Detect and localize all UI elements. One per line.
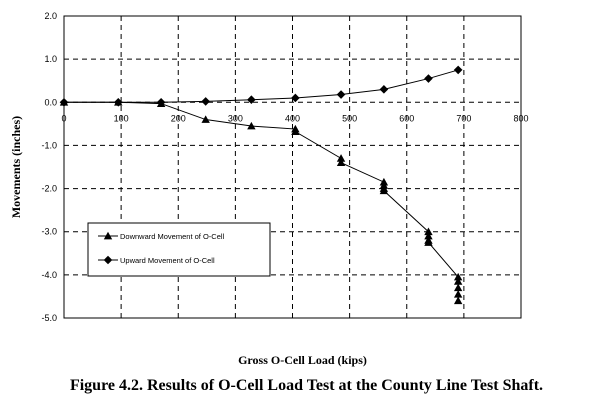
data-point-diamond bbox=[379, 85, 389, 94]
x-axis-title: Gross O-Cell Load (kips) bbox=[238, 353, 367, 367]
legend-triangle-icon bbox=[103, 231, 113, 240]
data-point-triangle bbox=[247, 121, 256, 130]
data-point-triangle bbox=[424, 227, 433, 236]
data-point-diamond bbox=[247, 95, 256, 104]
y-tick-label: 1.0 bbox=[44, 54, 57, 64]
legend-box bbox=[87, 222, 271, 277]
data-point-triangle bbox=[453, 283, 463, 292]
legend-diamond-icon bbox=[103, 255, 113, 265]
series-layer bbox=[59, 65, 463, 305]
data-point-diamond bbox=[156, 97, 166, 107]
data-point-diamond bbox=[291, 93, 300, 103]
data-point-diamond bbox=[424, 74, 433, 83]
x-tick-label: 400 bbox=[285, 113, 300, 123]
data-point-triangle bbox=[336, 154, 346, 162]
data-point-triangle bbox=[453, 272, 463, 281]
o-cell-load-chart: 0 100 200 300 400 500 600 700 800 2.0 1.0 0.0 -1.0 -… bbox=[9, 11, 529, 367]
x-tick-label: 800 bbox=[513, 113, 528, 123]
data-point-triangle bbox=[453, 277, 463, 285]
x-tick-label: 100 bbox=[114, 113, 129, 123]
x-tick-label: 300 bbox=[228, 113, 243, 123]
data-point-triangle bbox=[336, 158, 346, 167]
legend-marker-diamond bbox=[103, 255, 113, 265]
y-tick-label: 2.0 bbox=[44, 11, 57, 21]
series-upward bbox=[59, 65, 463, 107]
y-tick-label: -2.0 bbox=[41, 184, 57, 194]
legend-marker-triangle bbox=[103, 231, 113, 240]
data-point-triangle bbox=[379, 186, 389, 195]
figure-caption: Figure 4.2. Results of O-Cell Load Test … bbox=[69, 377, 544, 394]
data-point-triangle bbox=[201, 115, 210, 123]
data-point-diamond bbox=[336, 90, 346, 99]
x-tick-label: 700 bbox=[456, 113, 471, 123]
y-tick-label: -3.0 bbox=[41, 227, 57, 237]
legend: Downward Movement of O-Cell Upward Movem… bbox=[87, 222, 271, 277]
y-tick-label: -1.0 bbox=[41, 140, 57, 150]
data-point-triangle bbox=[291, 127, 300, 135]
legend-label-upward: Upward Movement of O-Cell bbox=[120, 256, 215, 265]
data-point-diamond bbox=[453, 65, 463, 75]
y-tick-labels: 2.0 1.0 0.0 -1.0 -2.0 -3.0 -4.0 -5.0 bbox=[41, 11, 57, 323]
data-point-diamond bbox=[201, 97, 210, 106]
x-tick-label: 0 bbox=[61, 113, 66, 123]
y-tick-label: -5.0 bbox=[41, 313, 57, 323]
y-tick-label: 0.0 bbox=[44, 97, 57, 107]
x-tick-label: 200 bbox=[171, 113, 186, 123]
data-point-triangle bbox=[453, 290, 463, 298]
y-tick-label: -4.0 bbox=[41, 270, 57, 280]
data-point-diamond bbox=[113, 97, 123, 107]
data-point-triangle bbox=[424, 231, 433, 240]
series-downward bbox=[59, 98, 463, 305]
data-point-triangle bbox=[453, 296, 463, 305]
plot-frame bbox=[63, 15, 522, 319]
data-point-triangle bbox=[424, 238, 433, 246]
legend-label-downward: Downward Movement of O-Cell bbox=[120, 232, 225, 241]
data-point-diamond bbox=[59, 97, 69, 107]
y-axis-title: Movements (inches) bbox=[9, 116, 23, 218]
x-tick-label: 500 bbox=[342, 113, 357, 123]
x-tick-labels: 0 100 200 300 400 500 600 700 800 bbox=[61, 113, 528, 123]
x-tick-label: 600 bbox=[399, 113, 414, 123]
series-line bbox=[64, 69, 459, 103]
